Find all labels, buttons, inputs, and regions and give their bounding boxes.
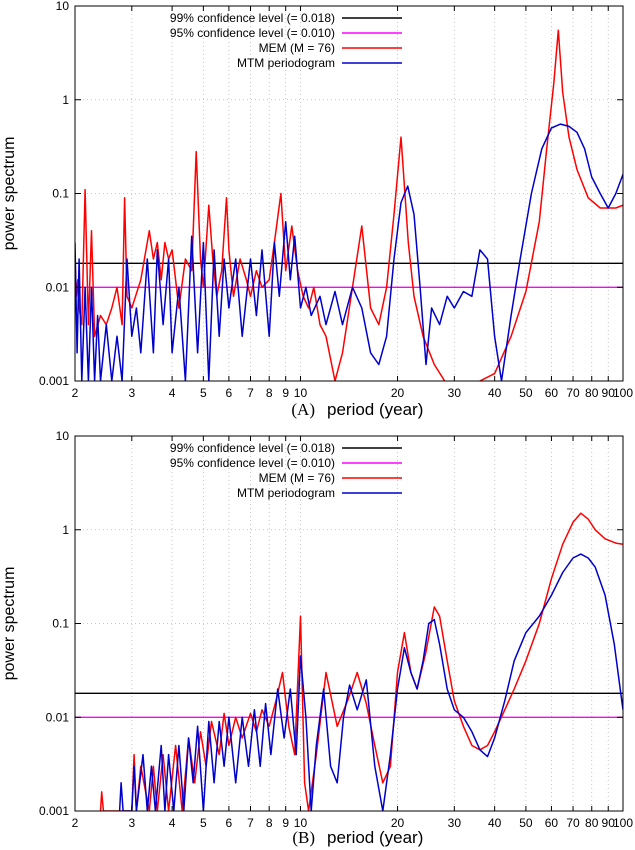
legend: 99% confidence level (= 0.018)95% confid… [170,441,402,500]
legend-label: MTM periodogram [237,56,335,70]
x-tick-label: 10 [294,386,308,400]
x-tick-label: 70 [566,386,580,400]
x-tick-label: 80 [585,816,599,830]
y-axis-label: power spectrum [1,137,18,251]
x-axis-label: period (year) [327,400,423,419]
panel-label: (B) [292,828,315,847]
panel-label: (A) [291,400,315,419]
x-tick-label: 20 [391,816,405,830]
x-tick-label: 2 [72,386,79,400]
x-tick-label: 30 [448,816,462,830]
x-tick-label: 10 [294,816,308,830]
legend-label: MTM periodogram [237,486,335,500]
x-tick-label: 9 [282,816,289,830]
x-tick-label: 3 [128,816,135,830]
x-tick-label: 30 [448,386,462,400]
x-tick-label: 90 [602,386,616,400]
x-tick-label: 60 [545,386,559,400]
x-tick-label: 100 [613,386,633,400]
y-tick-label: 0.001 [39,804,69,818]
y-tick-label: 1 [62,93,69,107]
x-tick-label: 7 [247,816,254,830]
y-tick-label: 1 [62,523,69,537]
legend-label: MEM (M = 76) [259,41,335,55]
x-tick-label: 4 [169,816,176,830]
x-tick-label: 5 [200,816,207,830]
x-tick-label: 8 [266,816,273,830]
y-tick-label: 0.01 [46,710,70,724]
x-tick-label: 70 [566,816,580,830]
x-tick-label: 40 [488,816,502,830]
y-tick-label: 10 [56,429,70,443]
legend-label: 99% confidence level (= 0.018) [170,11,335,25]
legend-label: 99% confidence level (= 0.018) [170,441,335,455]
x-tick-label: 6 [226,386,233,400]
y-tick-label: 0.001 [39,374,69,388]
mem-series-line [99,512,623,811]
y-tick-label: 0.1 [52,617,69,631]
x-tick-label: 50 [519,386,533,400]
x-tick-label: 60 [545,816,559,830]
x-tick-label: 80 [585,386,599,400]
legend-label: 95% confidence level (= 0.010) [170,456,335,470]
legend-label: 95% confidence level (= 0.010) [170,26,335,40]
y-tick-label: 10 [56,0,70,13]
x-tick-label: 90 [602,816,616,830]
x-tick-label: 7 [247,386,254,400]
mtm-series-line [75,123,623,381]
x-tick-label: 2 [72,816,79,830]
mtm-series-line [118,553,623,811]
x-tick-label: 5 [200,386,207,400]
x-tick-label: 20 [391,386,405,400]
x-tick-label: 4 [169,386,176,400]
x-axis-label: period (year) [327,828,423,847]
x-tick-label: 8 [266,386,273,400]
x-tick-label: 100 [613,816,633,830]
y-axis-label: power spectrum [1,567,18,681]
x-tick-label: 40 [488,386,502,400]
legend: 99% confidence level (= 0.018)95% confid… [170,11,402,70]
legend-label: MEM (M = 76) [259,471,335,485]
mem-series-line [75,29,623,381]
x-tick-label: 9 [282,386,289,400]
x-tick-label: 50 [519,816,533,830]
x-tick-label: 6 [226,816,233,830]
y-tick-label: 0.1 [52,187,69,201]
x-tick-label: 3 [128,386,135,400]
y-tick-label: 0.01 [46,280,70,294]
